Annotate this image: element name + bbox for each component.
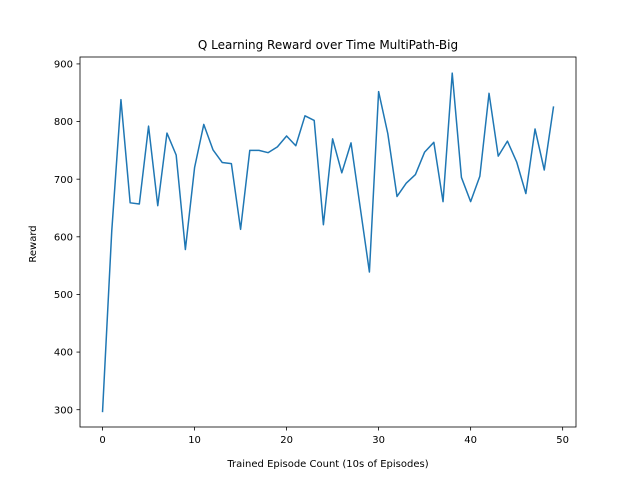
y-tick-label: 700 bbox=[54, 175, 73, 186]
series-line-0 bbox=[101, 72, 555, 413]
plot-area: 0 10 20 30 40 50 300 400 500 600 700 800 900 bbox=[54, 56, 577, 446]
y-tick-label: 600 bbox=[54, 232, 73, 243]
x-axis-label: Trained Episode Count (10s of Episodes) bbox=[226, 459, 428, 470]
x-tick-label: 50 bbox=[556, 435, 569, 446]
axes-frame bbox=[79, 56, 577, 428]
x-tick-label: 30 bbox=[372, 435, 385, 446]
x-tick-label: 40 bbox=[464, 435, 477, 446]
y-tick-label: 500 bbox=[54, 290, 73, 301]
x-tick-label: 0 bbox=[99, 435, 105, 446]
x-tick-label: 10 bbox=[188, 435, 201, 446]
y-tick-label: 900 bbox=[54, 60, 73, 71]
y-tick-label: 400 bbox=[54, 348, 73, 359]
x-tick-label: 20 bbox=[280, 435, 293, 446]
y-axis-label: Reward bbox=[28, 225, 39, 262]
y-tick-label: 300 bbox=[54, 405, 73, 416]
y-tick-label: 800 bbox=[54, 117, 73, 128]
chart-title: Q Learning Reward over Time MultiPath-Bi… bbox=[198, 38, 458, 52]
